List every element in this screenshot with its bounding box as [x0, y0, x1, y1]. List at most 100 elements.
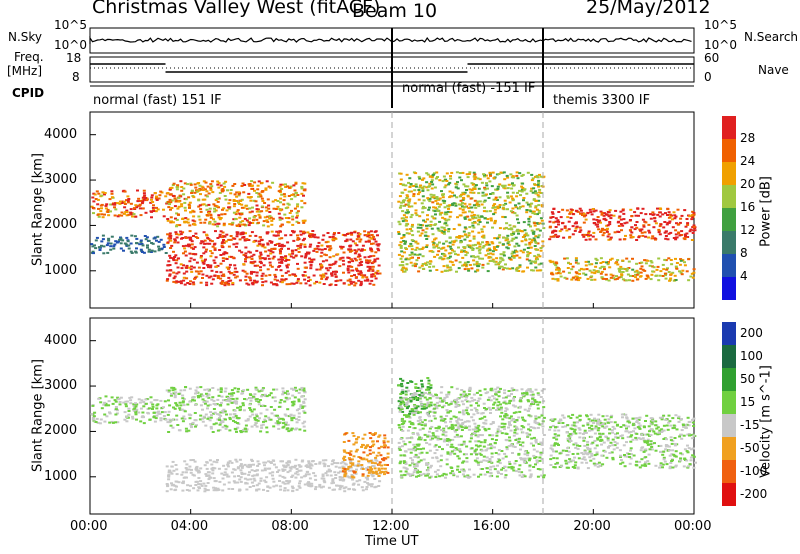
scatter-cell — [260, 197, 264, 200]
scatter-cell — [538, 229, 542, 232]
scatter-cell — [542, 388, 546, 391]
scatter-cell — [662, 268, 666, 271]
scatter-cell — [191, 421, 195, 424]
scatter-cell — [242, 263, 246, 266]
scatter-cell — [360, 458, 364, 461]
scatter-cell — [444, 178, 448, 181]
scatter-cell — [94, 247, 98, 250]
scatter-cell — [478, 257, 482, 260]
scatter-cell — [166, 413, 170, 416]
scatter-cell — [520, 388, 524, 391]
scatter-cell — [244, 232, 247, 235]
scatter-cell — [238, 488, 242, 491]
scatter-cell — [501, 268, 505, 271]
scatter-cell — [114, 240, 118, 243]
scatter-cell — [440, 270, 444, 273]
scatter-cell — [176, 213, 180, 216]
scatter-cell — [260, 205, 264, 208]
scatter-cell — [411, 264, 415, 267]
scatter-cell — [351, 462, 355, 465]
scatter-cell — [200, 203, 204, 206]
scatter-cell — [585, 268, 589, 271]
scatter-cell — [166, 241, 170, 244]
scatter-cell — [451, 243, 455, 246]
scatter-cell — [510, 187, 514, 190]
scatter-cell — [257, 221, 260, 224]
scatter-cell — [519, 205, 522, 208]
scatter-cell — [397, 200, 401, 203]
scatter-cell — [536, 213, 539, 216]
scatter-cell — [425, 227, 429, 230]
scatter-cell — [404, 390, 408, 393]
scatter-cell — [560, 228, 564, 231]
scatter-cell — [447, 183, 451, 186]
scatter-cell — [425, 412, 429, 415]
scatter-cell — [494, 393, 498, 396]
scatter-cell — [165, 389, 169, 392]
scatter-cell — [321, 459, 325, 462]
scatter-cell — [631, 257, 634, 260]
scatter-cell — [482, 200, 486, 203]
scatter-cell — [353, 464, 357, 467]
scatter-cell — [206, 489, 210, 492]
scatter-cell — [146, 244, 149, 247]
scatter-cell — [228, 199, 232, 202]
scatter-cell — [474, 270, 478, 273]
scatter-cell — [619, 223, 623, 225]
scatter-cell — [308, 245, 312, 248]
scatter-cell — [255, 192, 259, 194]
scatter-cell — [159, 190, 163, 193]
scatter-cell — [481, 194, 485, 197]
scatter-cell — [219, 422, 223, 425]
scatter-cell — [233, 481, 237, 484]
scatter-cell — [675, 236, 679, 239]
scatter-cell — [235, 275, 239, 278]
scatter-cell — [484, 243, 488, 246]
scatter-cell — [536, 194, 540, 197]
scatter-cell — [114, 400, 118, 403]
scatter-cell — [400, 250, 404, 253]
scatter-cell — [635, 278, 639, 281]
scatter-cell — [386, 456, 390, 459]
scatter-cell — [264, 280, 268, 283]
scatter-cell — [162, 406, 165, 409]
scatter-cell — [155, 199, 159, 201]
scatter-cell — [144, 211, 148, 214]
scatter-cell — [182, 404, 186, 407]
scatter-cell — [529, 474, 533, 477]
scatter-cell — [277, 427, 281, 430]
scatter-cell — [526, 266, 529, 269]
scatter-cell — [513, 446, 517, 448]
scatter-cell — [139, 248, 143, 251]
scatter-cell — [238, 203, 242, 205]
scatter-cell — [463, 217, 467, 220]
scatter-cell — [441, 474, 444, 477]
scatter-cell — [499, 406, 503, 409]
scatter-cell — [290, 209, 293, 212]
scatter-cell — [551, 273, 555, 276]
scatter-cell — [447, 230, 450, 233]
scatter-cell — [401, 264, 405, 267]
scatter-cell — [426, 403, 430, 406]
scatter-cell — [263, 246, 267, 249]
scatter-cell — [600, 211, 604, 214]
scatter-cell — [202, 231, 206, 234]
scatter-cell — [233, 237, 237, 240]
scatter-cell — [517, 232, 520, 235]
scatter-cell — [475, 460, 479, 463]
scatter-cell — [499, 408, 503, 411]
scatter-cell — [535, 461, 539, 464]
scatter-cell — [400, 391, 404, 394]
scatter-cell — [668, 279, 672, 282]
scatter-cell — [567, 228, 571, 231]
scatter-cell — [170, 465, 174, 468]
scatter-cell — [199, 256, 203, 259]
scatter-cell — [505, 448, 509, 451]
scatter-cell — [480, 215, 484, 218]
scatter-cell — [143, 198, 146, 201]
scatter-cell — [303, 429, 307, 432]
scatter-cell — [493, 211, 497, 214]
scatter-cell — [307, 251, 311, 254]
scatter-cell — [154, 417, 158, 420]
scatter-cell — [199, 414, 203, 417]
